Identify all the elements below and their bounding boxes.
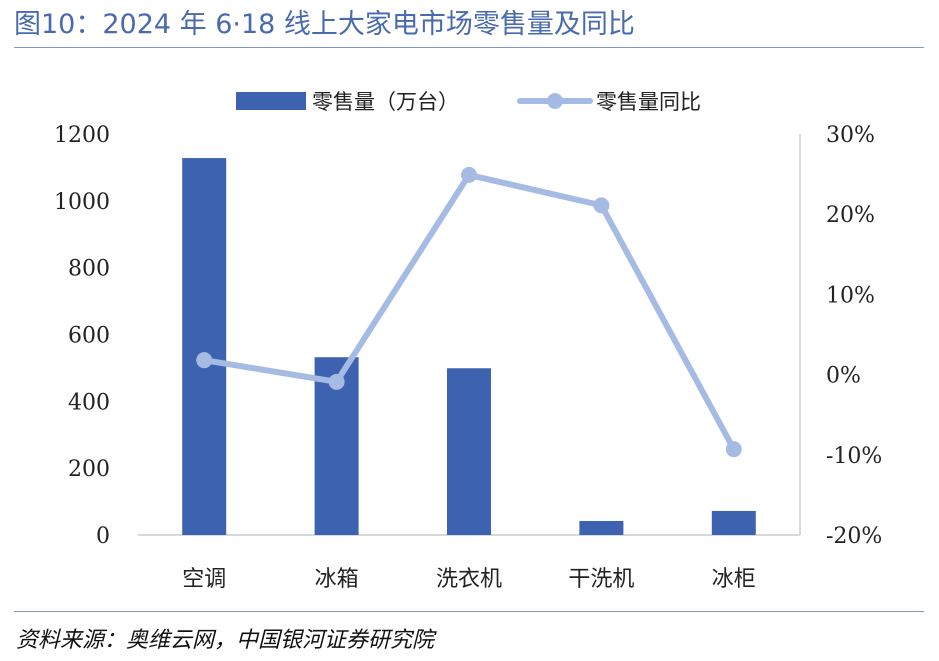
line-point: [725, 441, 742, 458]
figure-title: 图10：2024 年 6·18 线上大家电市场零售量及同比: [14, 9, 635, 40]
bar: [447, 368, 491, 535]
y-left-tick-label: 1000: [54, 190, 110, 215]
y-left-tick-label: 400: [68, 390, 110, 415]
x-tick-label: 空调: [182, 567, 226, 592]
bar: [182, 158, 227, 535]
line-point: [196, 352, 213, 369]
title-rule: [14, 47, 924, 48]
line-series: [196, 166, 742, 458]
bars: [182, 158, 756, 535]
source-note: 资料来源：奥维云网，中国银河证券研究院: [16, 628, 435, 653]
y-left-tick-label: 600: [68, 324, 110, 349]
y-left-tick-label: 1200: [54, 123, 110, 148]
legend-line-label: 零售量同比: [596, 90, 701, 114]
legend: 零售量（万台） 零售量同比: [236, 90, 701, 114]
line-point: [461, 166, 477, 183]
y-left-tick-label: 200: [68, 457, 110, 482]
legend-bar-label: 零售量（万台）: [312, 90, 459, 114]
x-tick-label: 冰箱: [315, 567, 359, 592]
source-rule: [14, 611, 924, 612]
x-tick-label: 洗衣机: [436, 567, 502, 592]
y-right-tick-label: 20%: [826, 203, 875, 228]
y-right-tick-label: -10%: [826, 444, 882, 469]
line-point: [593, 197, 610, 214]
y-left-tick-label: 800: [68, 257, 110, 282]
legend-line-marker: [547, 93, 563, 109]
y-left-tick-label: 0: [96, 524, 110, 549]
x-tick-label: 冰柜: [712, 567, 756, 592]
y-right-tick-label: -20%: [826, 524, 882, 549]
y-right-tick-label: 30%: [826, 123, 875, 148]
bar: [711, 510, 756, 535]
legend-bar-swatch: [236, 92, 306, 110]
y-right-tick-label: 0%: [826, 364, 861, 389]
line-point: [328, 373, 345, 390]
axes: 0 200 400 600 800 1000 1200 -20% -10% 0% 10% 20% 30%…: [54, 123, 882, 592]
y-right-tick-label: 10%: [826, 283, 875, 308]
bar: [579, 520, 624, 535]
x-tick-label: 干洗机: [568, 567, 634, 592]
